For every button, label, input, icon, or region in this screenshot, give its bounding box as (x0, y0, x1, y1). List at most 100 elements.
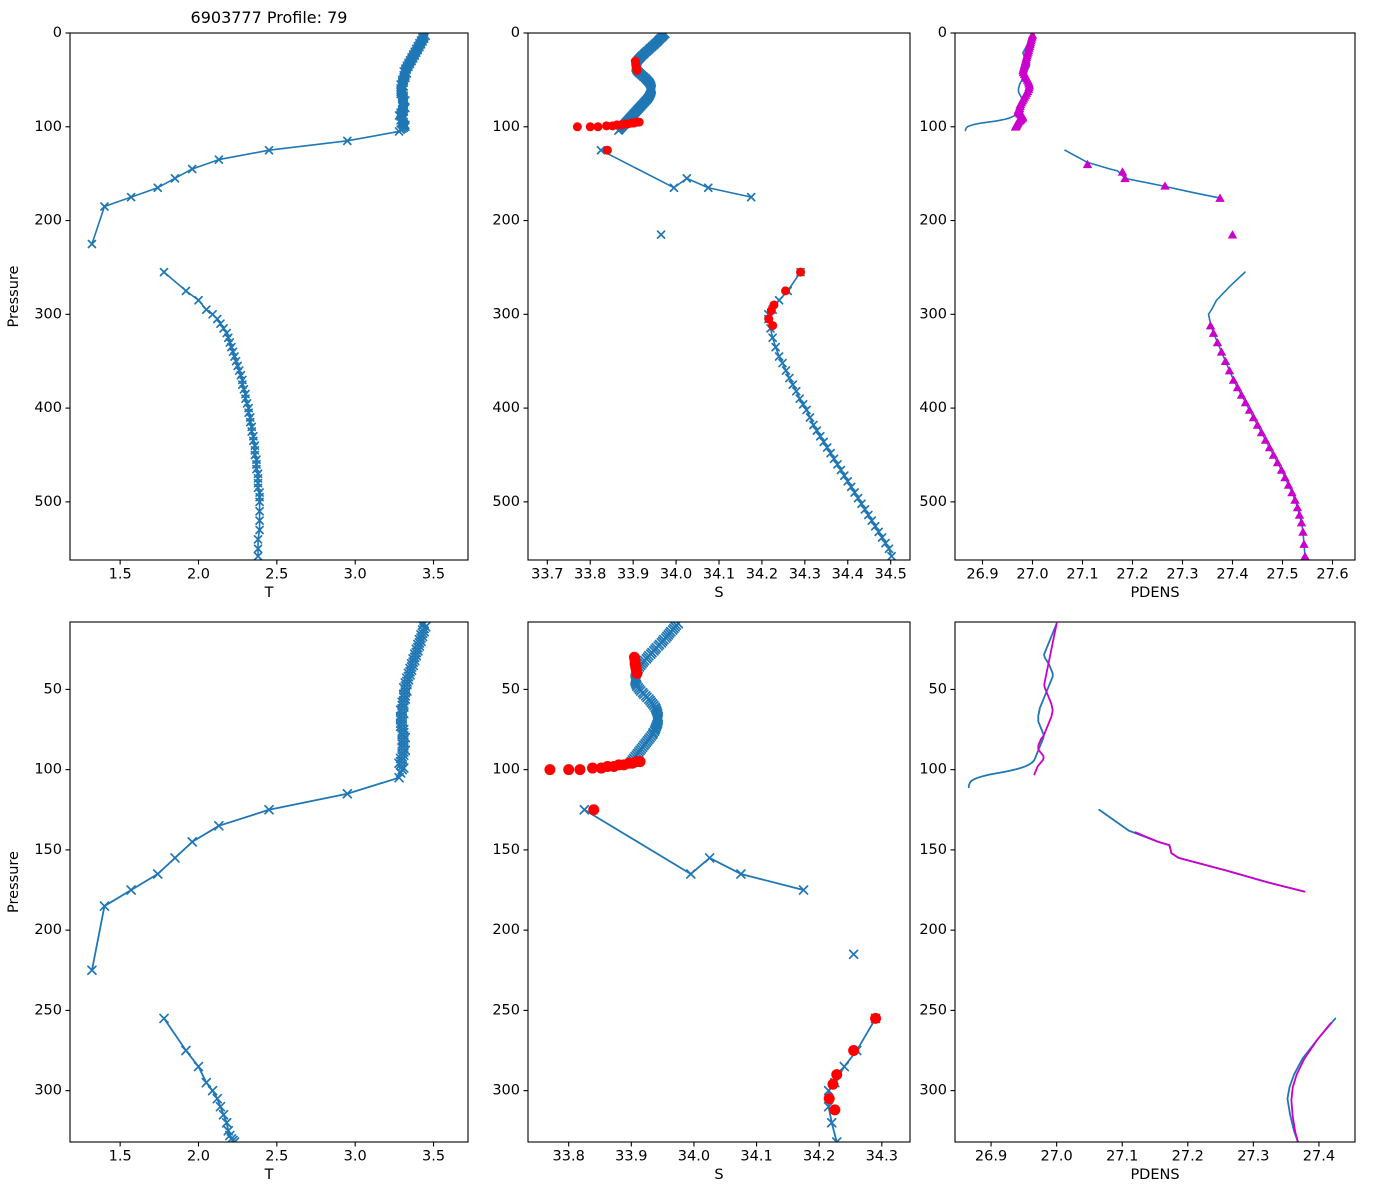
series-line-s-deep-profile (767, 271, 893, 558)
marker-x (87, 965, 97, 976)
marker-x (181, 286, 191, 296)
x-tick-label: 26.9 (966, 567, 998, 583)
y-tick-label: 500 (34, 494, 62, 510)
series-line-t-profile (91, 33, 427, 245)
marker-triangle (1216, 347, 1227, 356)
marker-x (214, 820, 224, 831)
marker-triangle (1212, 337, 1223, 347)
marker-x (682, 174, 692, 183)
y-tick-label: 250 (34, 1002, 62, 1018)
axes-frame-bottom-right-density-zoom (954, 621, 1356, 1143)
marker-triangle (1208, 328, 1219, 337)
marker-triangle (1224, 366, 1235, 375)
plot-area-top-middle-salinity (572, 33, 896, 560)
marker-x (187, 164, 197, 174)
marker-x (242, 399, 252, 408)
x-tick-label: 2.0 (187, 1149, 210, 1165)
marker-circle (602, 145, 612, 155)
marker-triangle (1272, 457, 1283, 467)
series-line-pdens-deep-magenta-zoom (1290, 1022, 1332, 1142)
marker-x (736, 869, 746, 879)
marker-x (805, 413, 815, 422)
marker-x (791, 386, 801, 396)
marker-circle (781, 286, 791, 296)
marker-x (264, 804, 274, 815)
series-line-pdens-mid-line (1064, 149, 1221, 199)
x-tick-label: 27.4 (1303, 1149, 1335, 1165)
plot-area-bottom-left-temperature-zoom (87, 622, 431, 1142)
marker-x (853, 493, 863, 503)
marker-x (221, 1117, 232, 1128)
marker-x (839, 471, 849, 480)
marker-x (229, 1137, 240, 1142)
y-tick-label: 300 (919, 306, 947, 322)
marker-x (255, 497, 264, 507)
y-tick-label: 300 (919, 1083, 947, 1099)
marker-triangle (1299, 539, 1309, 548)
marker-circle (588, 804, 600, 816)
marker-x (704, 853, 715, 863)
y-tick-label: 200 (34, 922, 62, 938)
y-tick-label: 200 (34, 213, 62, 229)
marker-circle (631, 667, 643, 679)
series-line-pdens-line-zoom (967, 622, 1058, 789)
marker-x (864, 510, 873, 520)
marker-circle (766, 306, 776, 316)
marker-x (214, 155, 224, 164)
x-tick-label: 27.2 (1116, 567, 1148, 583)
panel-bottom-left-temperature-zoom: 1.5 2.0 2.5 3.0 3.5 50 100 150 200 250 300 T Pressur… (6, 621, 469, 1183)
marker-x (802, 405, 811, 415)
axes-frame-top-middle-salinity (527, 32, 911, 561)
marker-x (238, 380, 247, 389)
marker-x (809, 420, 818, 430)
x-tick-label: 33.8 (553, 1149, 585, 1165)
x-tick-label: 27.6 (1316, 567, 1348, 583)
marker-x (857, 499, 866, 509)
marker-x (848, 949, 859, 960)
marker-x (126, 885, 136, 895)
marker-x (579, 804, 590, 815)
marker-x (212, 314, 222, 324)
y-tick-label: 400 (34, 400, 62, 416)
marker-x (159, 1013, 169, 1024)
marker-circle (870, 1012, 882, 1024)
plot-area-bottom-middle-salinity-zoom (544, 622, 882, 1142)
marker-x (223, 333, 233, 343)
panel-bottom-middle-salinity-zoom: 33.8 33.9 34.0 34.1 34.2 34.3 50 100 150 200 250 30… (492, 621, 911, 1183)
x-tick-label: 3.0 (344, 567, 367, 583)
x-tick-label: 1.5 (109, 567, 132, 583)
marker-x (870, 521, 880, 531)
x-tick-label: 27.4 (1216, 567, 1248, 583)
marker-x (248, 436, 258, 446)
series-line-t-profile-zoom (91, 622, 427, 972)
y-tick-label: 50 (44, 681, 62, 697)
marker-x (833, 460, 842, 469)
x-tick-label: 26.9 (975, 1149, 1007, 1165)
marker-x (241, 394, 250, 404)
y-tick-label: 200 (919, 922, 947, 938)
marker-triangle (1296, 517, 1307, 527)
marker-x (778, 358, 787, 368)
y-tick-label: 200 (492, 922, 520, 938)
x-tick-label: 34.3 (866, 1149, 898, 1165)
marker-x (255, 506, 264, 516)
y-tick-label: 0 (53, 25, 62, 41)
x-tick-label: 27.2 (1172, 1149, 1204, 1165)
marker-x (170, 853, 180, 863)
marker-triangle (1280, 472, 1290, 482)
marker-x (685, 869, 696, 879)
marker-x (812, 426, 822, 435)
marker-x (99, 901, 110, 911)
marker-triangle (1268, 450, 1279, 459)
y-tick-label: 100 (492, 119, 520, 135)
marker-x (212, 1093, 223, 1104)
marker-x (219, 324, 228, 333)
marker-triangle (1292, 502, 1303, 512)
marker-x (244, 408, 253, 418)
marker-x (233, 361, 243, 371)
x-tick-label: 33.9 (617, 567, 649, 583)
marker-x (255, 516, 264, 525)
y-tick-label: 0 (511, 25, 520, 41)
marker-x (250, 450, 260, 460)
x-tick-label: 34.4 (832, 567, 864, 583)
